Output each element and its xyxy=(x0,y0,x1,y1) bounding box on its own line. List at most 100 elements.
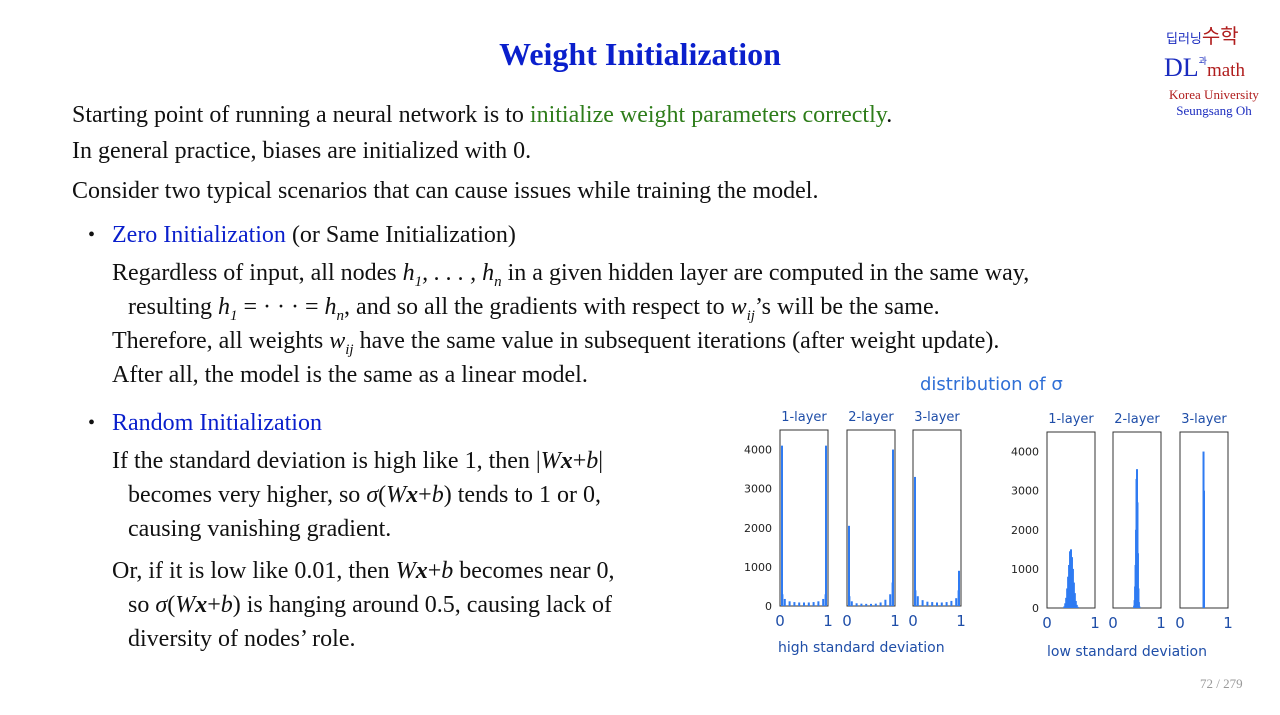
hist-bar xyxy=(921,600,924,606)
hist-bar xyxy=(793,602,796,606)
logo: 딥러닝수학 DL과math Korea University Seungsang… xyxy=(1158,20,1270,119)
random-line-5: so σ(Wx+b) is hanging around 0.5, causin… xyxy=(128,592,612,618)
hist-title: 2-layer xyxy=(1114,412,1160,427)
hist-bar xyxy=(1075,604,1078,608)
x-tick-label: 0 xyxy=(1108,614,1118,632)
hist-bar xyxy=(788,601,791,606)
hist-bar xyxy=(914,590,917,606)
hist-bar xyxy=(870,603,872,606)
hist-frame xyxy=(779,429,829,607)
intro-line-2: In general practice, biases are initiali… xyxy=(72,138,532,164)
hist-bar xyxy=(1074,600,1077,608)
x-tick-label: 0 xyxy=(1042,614,1052,632)
y-tick-label: 0 xyxy=(1032,602,1039,615)
hist-bar xyxy=(940,602,943,606)
random-line-1: If the standard deviation is high like 1… xyxy=(112,448,604,474)
y-tick-label: 0 xyxy=(765,600,772,613)
hist-bar xyxy=(950,600,953,606)
logo-dlmath: DL과math xyxy=(1164,53,1245,82)
hist-bar xyxy=(879,602,882,606)
hist-title: 3-layer xyxy=(1181,412,1227,427)
random-line-6: diversity of nodes’ role. xyxy=(128,626,356,652)
logo-university: Korea University xyxy=(1169,87,1259,102)
hist-bar xyxy=(936,602,938,606)
zero-line-3: Therefore, all weights wij have the same… xyxy=(112,328,1000,358)
hist-bar xyxy=(860,603,863,606)
hist-bar xyxy=(945,602,948,606)
zero-line-4: After all, the model is the same as a li… xyxy=(112,362,588,388)
hist-bar xyxy=(850,601,853,606)
hist-bar xyxy=(807,602,810,606)
hist-bar xyxy=(958,570,960,606)
zero-line-1: Regardless of input, all nodes h1, . . .… xyxy=(112,260,1030,290)
logo-author: Seungsang Oh xyxy=(1176,103,1252,118)
random-line-2: becomes very higher, so σ(Wx+b) tends to… xyxy=(128,482,602,508)
hist-bar xyxy=(1137,588,1140,608)
hist-bar xyxy=(865,603,868,606)
hist-bar xyxy=(1076,606,1079,608)
hist-title: 1-layer xyxy=(781,410,827,425)
hist-bar xyxy=(884,599,887,606)
hist-title: 3-layer xyxy=(914,410,960,425)
hist-bar xyxy=(822,598,825,606)
low-std-label: low standard deviation xyxy=(1047,644,1207,660)
hist-bar xyxy=(781,594,784,606)
x-tick-label: 1 xyxy=(956,612,966,630)
hist-frame xyxy=(912,429,962,607)
hist-bar xyxy=(1137,602,1140,608)
hist-bar xyxy=(817,601,820,606)
hist-bar xyxy=(855,603,858,606)
slide-title: Weight Initialization xyxy=(499,36,781,72)
y-tick-label: 2000 xyxy=(1011,524,1039,537)
hist-bar xyxy=(781,574,783,606)
zero-line-2: resulting h1 = · · · = hn, and so all th… xyxy=(128,294,940,324)
random-line-4: Or, if it is low like 0.01, then Wx+b be… xyxy=(112,558,615,584)
hist-bar xyxy=(955,598,958,606)
hist-bar xyxy=(1136,553,1139,608)
logo-korean: 딥러닝수학 xyxy=(1166,26,1239,48)
bullet-random: • xyxy=(88,412,96,434)
hist-bar xyxy=(812,602,815,606)
hist-bar xyxy=(1073,593,1076,608)
hist-title: 2-layer xyxy=(848,410,894,425)
hist-bar xyxy=(931,602,934,606)
x-tick-label: 0 xyxy=(842,612,852,630)
y-tick-label: 1000 xyxy=(744,561,772,574)
figure-title: distribution of σ xyxy=(920,374,1063,395)
hist-frame xyxy=(846,429,896,607)
hist-bar xyxy=(848,525,850,606)
x-tick-label: 1 xyxy=(1156,614,1166,632)
hist-bar xyxy=(848,576,850,606)
random-heading: Random Initialization xyxy=(112,410,322,436)
hist-bar xyxy=(825,445,827,606)
random-line-3: causing vanishing gradient. xyxy=(128,516,392,542)
hist-bar xyxy=(916,596,919,606)
x-tick-label: 0 xyxy=(775,612,785,630)
hist-bar xyxy=(1138,606,1141,608)
y-tick-label: 1000 xyxy=(1011,563,1039,576)
y-tick-label: 3000 xyxy=(1011,485,1039,498)
x-tick-label: 1 xyxy=(890,612,900,630)
hist-bar xyxy=(781,445,783,606)
intro-line-3: Consider two typical scenarios that can … xyxy=(72,178,819,204)
x-tick-label: 0 xyxy=(1175,614,1185,632)
y-tick-label: 3000 xyxy=(744,483,772,496)
hist-bar xyxy=(803,602,805,606)
hist-bar xyxy=(874,603,877,606)
hist-bar xyxy=(783,598,786,606)
x-tick-label: 1 xyxy=(1223,614,1233,632)
hist-bar xyxy=(848,596,851,606)
zero-heading: Zero Initialization (or Same Initializat… xyxy=(112,222,516,248)
high-std-label: high standard deviation xyxy=(778,640,945,656)
x-tick-label: 1 xyxy=(1090,614,1100,632)
hist-bar xyxy=(892,449,894,606)
y-tick-label: 4000 xyxy=(1011,446,1039,459)
x-tick-label: 0 xyxy=(908,612,918,630)
x-tick-label: 1 xyxy=(823,612,833,630)
hist-bar xyxy=(889,594,892,606)
y-tick-label: 4000 xyxy=(744,444,772,457)
hist-bar xyxy=(926,601,929,606)
intro-line-1: Starting point of running a neural netwo… xyxy=(72,102,893,128)
hist-bar xyxy=(914,476,916,606)
